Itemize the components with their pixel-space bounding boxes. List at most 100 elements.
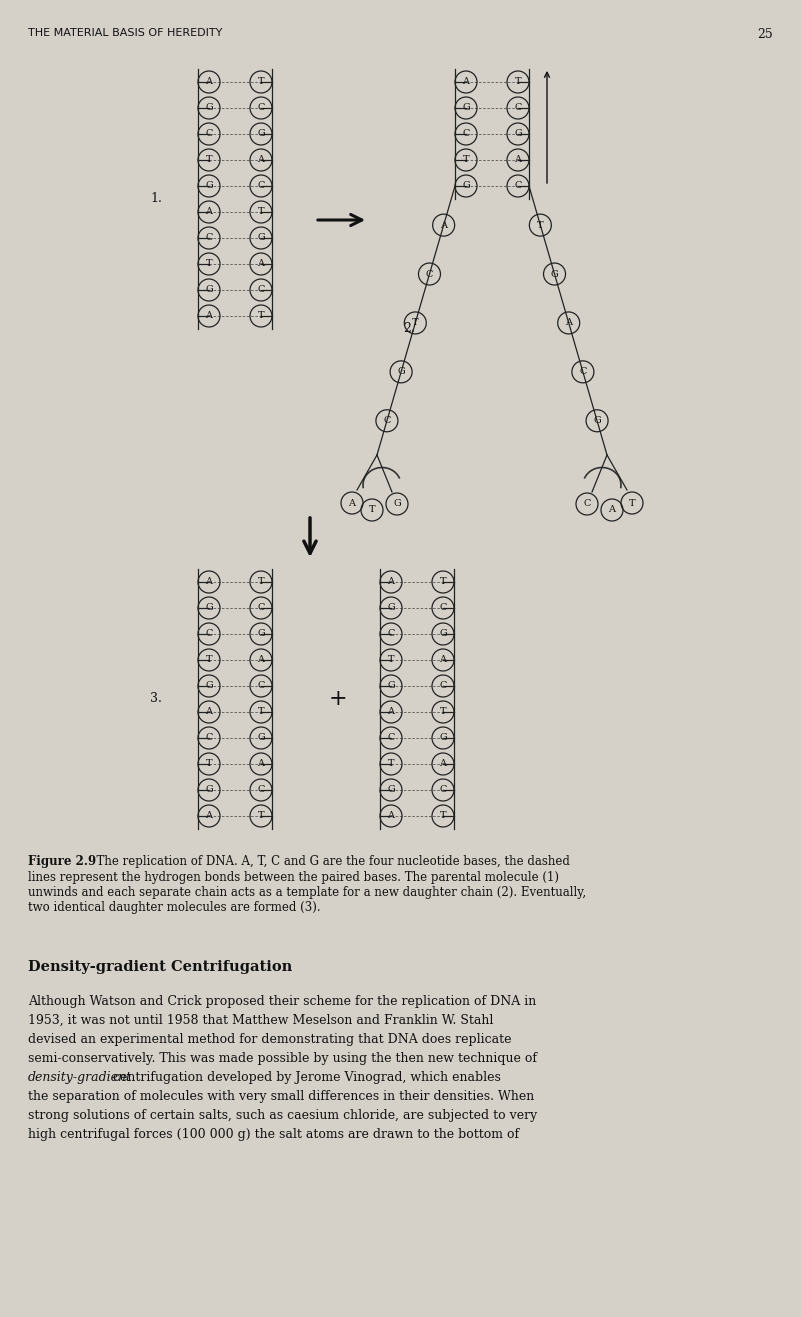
Text: C: C (388, 734, 395, 743)
Text: T: T (440, 577, 446, 586)
Text: Density-gradient Centrifugation: Density-gradient Centrifugation (28, 960, 292, 975)
Text: C: C (388, 630, 395, 639)
Text: C: C (383, 416, 391, 425)
Text: T: T (206, 656, 212, 665)
Text: G: G (205, 681, 213, 690)
Text: T: T (258, 312, 264, 320)
Text: T: T (206, 259, 212, 269)
Text: G: G (514, 129, 522, 138)
Text: 25: 25 (757, 28, 773, 41)
Text: semi-conservatively. This was made possible by using the then new technique of: semi-conservatively. This was made possi… (28, 1052, 537, 1065)
Text: G: G (393, 499, 400, 508)
Text: two identical daughter molecules are formed (3).: two identical daughter molecules are for… (28, 902, 320, 914)
Text: A: A (348, 499, 356, 507)
Text: Although Watson and Crick proposed their scheme for the replication of DNA in: Although Watson and Crick proposed their… (28, 996, 536, 1008)
Text: C: C (257, 785, 264, 794)
Text: C: C (439, 785, 447, 794)
Text: A: A (206, 312, 212, 320)
Text: G: G (387, 681, 395, 690)
Text: A: A (206, 707, 212, 716)
Text: C: C (462, 129, 469, 138)
Text: THE MATERIAL BASIS OF HEREDITY: THE MATERIAL BASIS OF HEREDITY (28, 28, 223, 38)
Text: T: T (258, 208, 264, 216)
Text: G: G (257, 734, 265, 743)
Text: C: C (439, 603, 447, 612)
Text: A: A (257, 760, 264, 769)
Text: G: G (397, 367, 405, 377)
Text: C: C (439, 681, 447, 690)
Text: G: G (205, 104, 213, 112)
Text: T: T (258, 707, 264, 716)
Text: strong solutions of certain salts, such as caesium chloride, are subjected to ve: strong solutions of certain salts, such … (28, 1109, 537, 1122)
Text: 1.: 1. (150, 192, 162, 205)
Text: C: C (257, 286, 264, 295)
Text: G: G (205, 785, 213, 794)
Text: 1953, it was not until 1958 that Matthew Meselson and Franklin W. Stahl: 1953, it was not until 1958 that Matthew… (28, 1014, 493, 1027)
Text: G: G (205, 286, 213, 295)
Text: C: C (257, 603, 264, 612)
Text: A: A (440, 760, 446, 769)
Text: A: A (257, 155, 264, 165)
Text: G: G (205, 182, 213, 191)
Text: T: T (463, 155, 469, 165)
Text: A: A (206, 78, 212, 87)
Text: T: T (388, 760, 394, 769)
Text: T: T (388, 656, 394, 665)
Text: T: T (258, 811, 264, 820)
Text: the separation of molecules with very small differences in their densities. When: the separation of molecules with very sm… (28, 1090, 534, 1104)
Text: G: G (462, 104, 470, 112)
Text: devised an experimental method for demonstrating that DNA does replicate: devised an experimental method for demon… (28, 1033, 512, 1046)
Text: G: G (257, 630, 265, 639)
Text: +: + (328, 687, 348, 710)
Text: A: A (514, 155, 521, 165)
Text: A: A (440, 656, 446, 665)
Text: Figure 2.9: Figure 2.9 (28, 855, 96, 868)
Text: A: A (609, 506, 615, 515)
Text: C: C (514, 182, 521, 191)
Text: T: T (629, 499, 635, 507)
Text: C: C (205, 630, 213, 639)
Text: G: G (439, 734, 447, 743)
Text: G: G (205, 603, 213, 612)
Text: T: T (368, 506, 376, 515)
Text: A: A (206, 577, 212, 586)
Text: lines represent the hydrogen bonds between the paired bases. The parental molecu: lines represent the hydrogen bonds betwe… (28, 871, 559, 884)
Text: T: T (537, 221, 544, 229)
Text: C: C (514, 104, 521, 112)
Text: G: G (387, 603, 395, 612)
Text: G: G (257, 233, 265, 242)
Text: T: T (206, 155, 212, 165)
Text: C: C (257, 104, 264, 112)
Text: density-gradient: density-gradient (28, 1071, 132, 1084)
Text: C: C (257, 681, 264, 690)
Text: T: T (515, 78, 521, 87)
Text: A: A (206, 811, 212, 820)
Text: T: T (206, 760, 212, 769)
Text: 3.: 3. (150, 693, 162, 706)
Text: 2.: 2. (403, 321, 415, 335)
Text: C: C (579, 367, 586, 377)
Text: A: A (566, 319, 572, 328)
Text: centrifugation developed by Jerome Vinograd, which enables: centrifugation developed by Jerome Vinog… (109, 1071, 501, 1084)
Text: G: G (387, 785, 395, 794)
Text: T: T (258, 577, 264, 586)
Text: C: C (257, 182, 264, 191)
Text: G: G (550, 270, 558, 278)
Text: A: A (257, 656, 264, 665)
Text: unwinds and each separate chain acts as a template for a new daughter chain (2).: unwinds and each separate chain acts as … (28, 886, 586, 900)
Text: A: A (257, 259, 264, 269)
Text: T: T (440, 811, 446, 820)
Text: A: A (441, 221, 447, 229)
Text: A: A (388, 577, 395, 586)
Text: T: T (258, 78, 264, 87)
Text: G: G (594, 416, 601, 425)
Text: The replication of DNA. A, T, C and G are the four nucleotide bases, the dashed: The replication of DNA. A, T, C and G ar… (89, 855, 570, 868)
Text: T: T (440, 707, 446, 716)
Text: G: G (257, 129, 265, 138)
Text: C: C (583, 499, 590, 508)
Text: A: A (388, 707, 395, 716)
Text: G: G (462, 182, 470, 191)
Text: C: C (426, 270, 433, 278)
Text: C: C (205, 734, 213, 743)
Text: A: A (388, 811, 395, 820)
